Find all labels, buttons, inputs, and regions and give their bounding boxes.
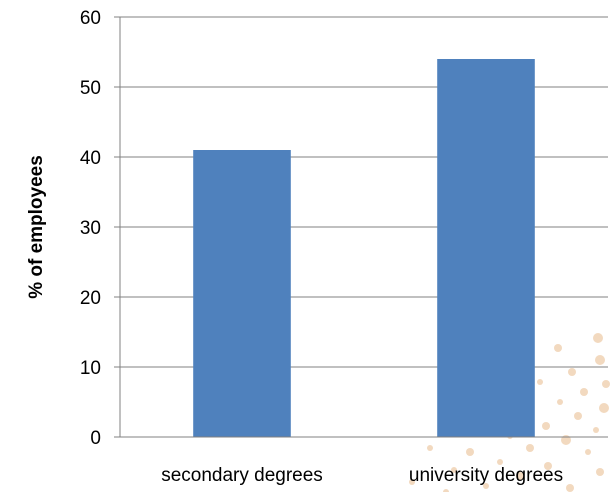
decor-dot — [595, 355, 605, 365]
x-tick-labels: secondary degrees university degrees — [161, 465, 563, 486]
decor-dot — [568, 368, 576, 376]
decor-dot — [409, 479, 415, 485]
y-tick-label: 50 — [80, 78, 101, 99]
x-tick-label: university degrees — [409, 465, 563, 486]
decor-dot — [537, 379, 543, 385]
bar-secondary-degrees — [193, 150, 291, 437]
decor-dot — [596, 468, 604, 476]
decor-dot — [451, 467, 457, 473]
y-tick-label: 0 — [90, 428, 101, 449]
decor-dot — [593, 427, 599, 433]
decor-dot — [497, 459, 503, 465]
y-tick-label: 60 — [80, 8, 101, 29]
decor-dot — [602, 380, 610, 388]
y-tick-label: 10 — [80, 358, 101, 379]
decor-dot — [526, 444, 534, 452]
decor-dot — [585, 449, 591, 455]
decor-dot — [466, 448, 474, 456]
decor-dot — [599, 403, 609, 413]
decor-dot — [427, 445, 433, 451]
decor-dot — [483, 483, 489, 489]
decor-dot — [580, 388, 588, 396]
decor-dot — [554, 344, 562, 352]
y-tick-label: 30 — [80, 218, 101, 239]
y-axis-label: % of employees — [26, 155, 47, 299]
x-tick-label: secondary degrees — [161, 465, 323, 486]
decor-dot — [574, 412, 582, 420]
bars — [193, 59, 535, 437]
y-tick-label: 40 — [80, 148, 101, 169]
decor-dot — [542, 422, 550, 430]
bar-university-degrees — [437, 59, 535, 437]
decor-dot — [544, 462, 552, 470]
y-tick-labels: 0 10 20 30 40 50 60 — [80, 8, 101, 449]
decor-dot — [557, 399, 563, 405]
decor-dot — [593, 333, 603, 343]
decor-dot — [516, 472, 524, 480]
decor-dot — [566, 484, 574, 492]
axes — [114, 16, 608, 438]
y-tick-label: 20 — [80, 288, 101, 309]
